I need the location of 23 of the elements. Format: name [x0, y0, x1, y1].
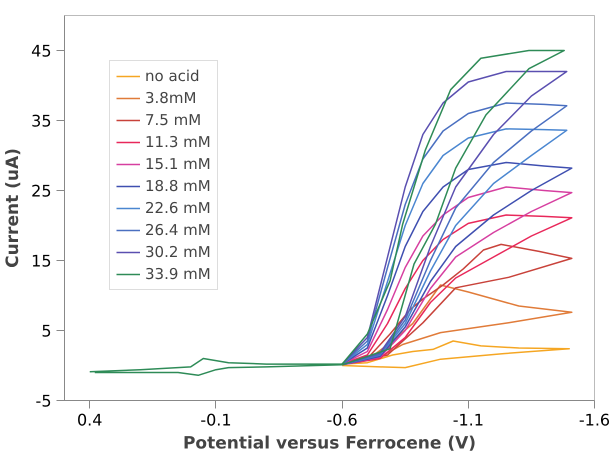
- y-tick-label: -5: [36, 392, 52, 410]
- legend-label: 7.5 mM: [145, 111, 202, 129]
- legend-label: 3.8mM: [145, 89, 196, 107]
- x-tick-label: -1.6: [578, 410, 610, 430]
- y-tick-label: 15: [31, 252, 52, 270]
- legend-label: 11.3 mM: [145, 133, 211, 151]
- legend-label: no acid: [145, 67, 200, 85]
- y-tick-label: 25: [31, 182, 52, 200]
- y-axis-title: Current (uA): [3, 148, 24, 268]
- x-tick-label: 0.4: [77, 410, 102, 430]
- legend-label: 15.1 mM: [145, 155, 211, 173]
- legend-label: 30.2 mM: [145, 243, 211, 261]
- x-tick-label: -0.1: [200, 410, 232, 430]
- x-tick-label: -1.1: [452, 410, 484, 430]
- y-tick-label: 5: [41, 322, 52, 340]
- legend-label: 18.8 mM: [145, 177, 211, 195]
- legend-label: 22.6 mM: [145, 199, 211, 217]
- legend-label: 26.4 mM: [145, 221, 211, 239]
- y-tick-label: 45: [31, 42, 52, 60]
- x-axis-title: Potential versus Ferrocene (V): [182, 434, 476, 454]
- y-tick-label: 35: [31, 112, 52, 130]
- legend-label: 33.9 mM: [145, 265, 211, 283]
- x-tick-label: -0.6: [326, 410, 358, 430]
